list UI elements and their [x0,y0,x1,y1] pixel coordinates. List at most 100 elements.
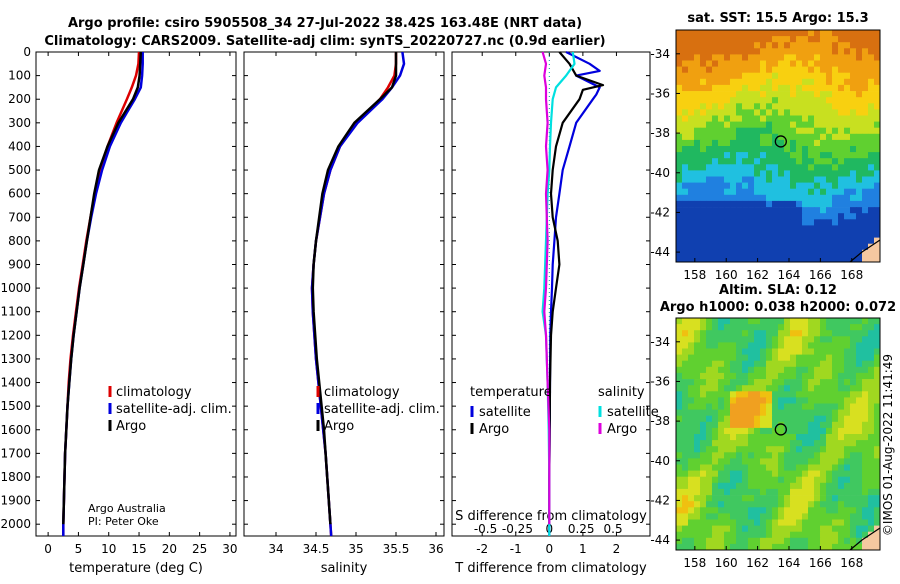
sla-map-cell [790,501,797,508]
sst-map-cell [748,207,755,214]
sst-map-cell [814,84,821,92]
sst-map-cell [808,42,815,49]
sst-map-cell [766,213,773,220]
sst-map-cell [862,225,869,232]
sla-map-cell [862,470,869,478]
sst-map-cell [814,158,821,165]
sst-map-cell [754,194,761,202]
salinity-diff-tick-label: -0.5 [474,522,497,536]
sst-map-cell [712,213,719,220]
sla-map-cell [724,421,731,429]
sla-map-cell [682,501,689,508]
sst-map-cell [808,231,815,238]
sla-map-cell [772,403,779,410]
sla-map-cell [784,372,791,380]
sst-map-cell [742,231,749,238]
sla-map-cell [694,415,701,423]
sla-map-cell [808,501,815,508]
sst-map-cell [856,48,863,55]
sla-map-cell [760,330,767,337]
sla-map-cell [718,537,725,545]
sla-map-cell [856,531,863,539]
sla-map-cell [724,366,731,374]
sla-map-cell [682,513,689,520]
sla-map-cell [826,543,833,551]
sst-map-cell [760,66,767,74]
sla-map-cell [820,440,827,447]
sst-map-cell [796,48,803,55]
sla-map-cell [730,543,737,551]
sst-map-cell [790,48,797,55]
sst-map-cell [838,30,845,37]
sst-map-cell [802,225,809,232]
sla-map-cell [724,470,731,478]
sla-map-cell [754,446,761,453]
sla-map-cell [676,507,683,514]
sst-map-cell [826,133,833,141]
sla-map-cell [724,330,731,337]
sst-map-cell [754,188,761,196]
sla-map-cell [712,458,719,465]
sla-map-cell [820,464,827,471]
sst-map-cell [820,152,827,159]
sst-map-cell [706,152,713,159]
sst-map-cell [682,48,689,55]
sla-map-cell [790,470,797,478]
sla-map-cell [706,488,713,496]
sla-map-cell [694,470,701,478]
sla-map-cell [838,372,845,380]
sst-map-cell [676,152,683,159]
sst-map-cell [838,97,845,104]
sst-map-cell [760,194,767,202]
sla-map-cell [796,385,803,392]
sla-map-cell [766,421,773,429]
sst-map-cell [802,139,809,147]
sla-map-cell [700,458,707,465]
sla-map-cell [874,415,881,423]
sst-map-cell [778,200,785,208]
sst-map-cell [712,231,719,238]
sst-map-cell [796,255,803,263]
sla-map-cell [874,391,881,398]
sst-map-cell [802,152,809,159]
sst-map-cell [724,78,731,86]
sst-map-cell [808,255,815,263]
sst-map-cell [844,42,851,49]
sst-map-cell [832,164,839,171]
sla-map-cell [772,440,779,447]
sst-map-cell [742,133,749,141]
sst-map-cell [772,48,779,55]
sst-map-ytick-label: -34 [650,47,670,61]
sla-map-cell [814,464,821,471]
temperature-xtick-label: 15 [131,542,146,556]
sla-map-cell [814,372,821,380]
sla-map-cell [856,501,863,508]
sla-map-cell [700,403,707,410]
sla-map-cell [760,488,767,496]
sst-map-cell [874,109,881,116]
sst-map-ytick-label: -42 [650,205,670,219]
sla-map-cell [814,470,821,478]
sla-map-cell [706,403,713,410]
sst-map-cell [724,30,731,37]
sla-map-cell [796,476,803,484]
sla-map-cell [850,470,857,478]
sst-map-cell [688,66,695,74]
sla-map-cell [712,488,719,496]
sla-map-cell [772,348,779,355]
sla-map-cell [724,501,731,508]
sla-map-cell [766,372,773,380]
sla-map-cell [730,470,737,478]
sla-map-cell [688,397,695,404]
sla-map-cell [784,336,791,343]
sla-map-cell [820,330,827,337]
sla-map-cell [844,440,851,447]
sst-map-cell [694,60,701,67]
sla-map-cell [802,421,809,429]
sla-map-cell [832,427,839,435]
sla-map-cell [784,348,791,355]
sla-map-cell [766,507,773,514]
sst-map-cell [838,243,845,251]
sla-map-cell [844,434,851,441]
sst-map-cell [682,133,689,141]
